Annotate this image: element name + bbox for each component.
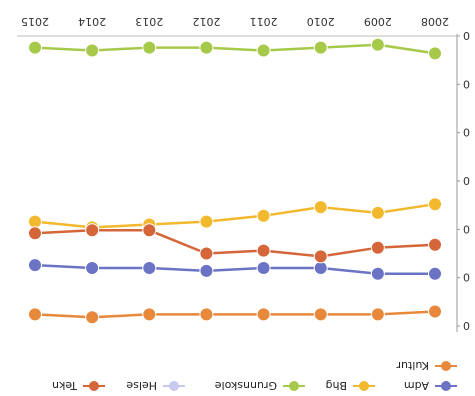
x-tick-label: 2013 bbox=[135, 15, 163, 28]
series-line-grunnskole bbox=[34, 43, 436, 55]
legend-swatch-dot-bhg bbox=[359, 381, 369, 391]
data-point-grunnskole bbox=[313, 40, 328, 55]
legend-label-helse: Helse bbox=[126, 379, 157, 392]
series-line-adm bbox=[34, 263, 435, 276]
data-point-kultur bbox=[313, 307, 328, 322]
data-point-adm bbox=[428, 266, 442, 281]
series-line-tekn bbox=[34, 229, 436, 258]
data-point-tekn bbox=[85, 223, 100, 238]
data-point-adm bbox=[28, 258, 42, 273]
data-point-grunnskole bbox=[428, 46, 442, 61]
y-tick-label: 0 bbox=[463, 174, 470, 187]
data-point-grunnskole bbox=[28, 40, 42, 55]
x-tick-label: 2012 bbox=[192, 15, 220, 28]
data-point-adm bbox=[142, 261, 157, 275]
data-point-kultur bbox=[370, 307, 385, 322]
data-point-bhg bbox=[313, 200, 328, 215]
data-point-kultur bbox=[28, 307, 42, 322]
legend-label-adm: Adm bbox=[404, 379, 429, 392]
data-point-kultur bbox=[199, 307, 214, 322]
data-point-tekn bbox=[256, 243, 271, 258]
y-tick-label: 0 bbox=[463, 126, 470, 139]
legend-label-kultur: Kultur bbox=[396, 359, 429, 372]
data-point-bhg bbox=[256, 208, 271, 223]
data-point-adm bbox=[370, 266, 385, 281]
legend-label-bhg: Bhg bbox=[325, 379, 347, 392]
x-tick-label: 2011 bbox=[250, 15, 278, 28]
data-point-tekn bbox=[28, 226, 42, 241]
data-point-grunnskole bbox=[256, 43, 271, 58]
legend-label-grunnskole: Grunnskole bbox=[215, 379, 277, 392]
y-tick-label: 0 bbox=[463, 29, 470, 42]
legend-swatch-dot-adm bbox=[441, 381, 451, 391]
data-point-adm bbox=[85, 261, 100, 275]
data-point-bhg bbox=[199, 214, 214, 229]
data-point-tekn bbox=[370, 240, 385, 255]
data-point-tekn bbox=[142, 223, 157, 238]
data-point-kultur bbox=[256, 307, 271, 322]
series-line-kultur bbox=[34, 310, 436, 319]
data-point-kultur bbox=[85, 310, 100, 325]
data-point-grunnskole bbox=[142, 40, 157, 55]
data-point-grunnskole bbox=[199, 40, 214, 55]
data-point-grunnskole bbox=[370, 37, 385, 52]
data-point-bhg bbox=[428, 197, 442, 212]
legend-label-tekn: Tekn bbox=[52, 379, 78, 392]
data-point-adm bbox=[199, 263, 214, 278]
data-point-bhg bbox=[28, 214, 42, 229]
x-tick-label: 2015 bbox=[21, 15, 49, 28]
data-point-grunnskole bbox=[85, 43, 100, 58]
data-point-tekn bbox=[199, 246, 214, 261]
y-tick-label: 0 bbox=[463, 271, 470, 284]
x-tick-label: 2010 bbox=[307, 15, 335, 28]
data-point-bhg bbox=[370, 205, 385, 220]
y-tick-label: 0 bbox=[463, 77, 470, 90]
series-line-bhg bbox=[34, 202, 436, 229]
data-point-tekn bbox=[428, 237, 442, 252]
data-point-adm bbox=[256, 261, 271, 275]
data-point-kultur bbox=[142, 307, 157, 322]
legend-swatch-dot-helse bbox=[169, 381, 179, 391]
x-tick-label: 2009 bbox=[364, 15, 392, 28]
data-point-kultur bbox=[428, 304, 442, 319]
x-tick-label: 2014 bbox=[78, 15, 106, 28]
data-point-adm bbox=[313, 261, 328, 275]
y-tick-label: 0 bbox=[463, 319, 470, 332]
data-point-tekn bbox=[313, 249, 328, 264]
x-tick-label: 2008 bbox=[421, 15, 449, 28]
legend-swatch-dot-tekn bbox=[89, 381, 99, 391]
y-tick-label: 0 bbox=[463, 222, 470, 235]
legend-swatch-dot-kultur bbox=[441, 361, 451, 371]
legend-swatch-dot-grunnskole bbox=[289, 381, 299, 391]
